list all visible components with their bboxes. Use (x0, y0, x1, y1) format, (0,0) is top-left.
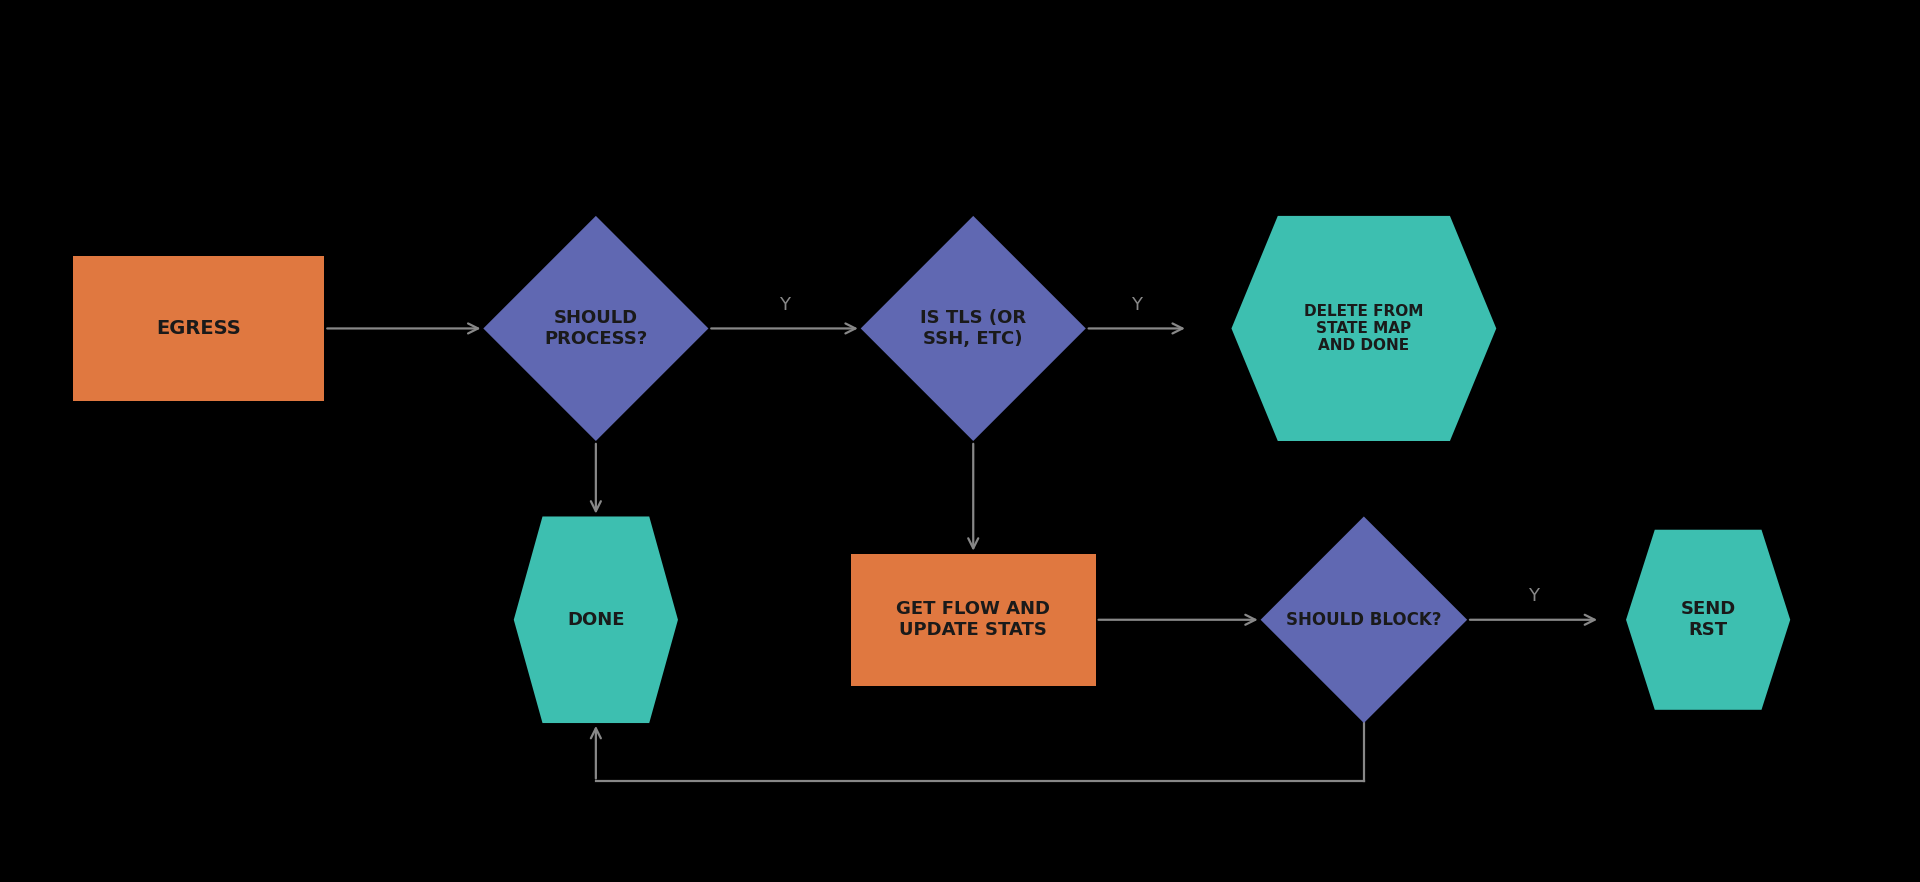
Polygon shape (860, 216, 1087, 441)
Text: GET FLOW AND
UPDATE STATS: GET FLOW AND UPDATE STATS (897, 601, 1050, 639)
FancyBboxPatch shape (851, 554, 1096, 686)
Text: EGRESS: EGRESS (156, 319, 242, 338)
Text: Y: Y (1528, 587, 1540, 605)
Text: SHOULD
PROCESS?: SHOULD PROCESS? (543, 309, 647, 348)
FancyBboxPatch shape (73, 256, 324, 401)
Text: Y: Y (780, 295, 789, 314)
Text: IS TLS (OR
SSH, ETC): IS TLS (OR SSH, ETC) (920, 309, 1027, 348)
Text: SEND
RST: SEND RST (1680, 601, 1736, 639)
Text: Y: Y (1131, 295, 1142, 314)
Text: SHOULD BLOCK?: SHOULD BLOCK? (1286, 610, 1442, 629)
Polygon shape (515, 517, 678, 723)
Polygon shape (1626, 530, 1789, 710)
Text: DELETE FROM
STATE MAP
AND DONE: DELETE FROM STATE MAP AND DONE (1304, 303, 1423, 354)
Polygon shape (484, 216, 708, 441)
Polygon shape (1261, 517, 1467, 723)
Text: DONE: DONE (566, 610, 624, 629)
Polygon shape (1231, 216, 1496, 441)
